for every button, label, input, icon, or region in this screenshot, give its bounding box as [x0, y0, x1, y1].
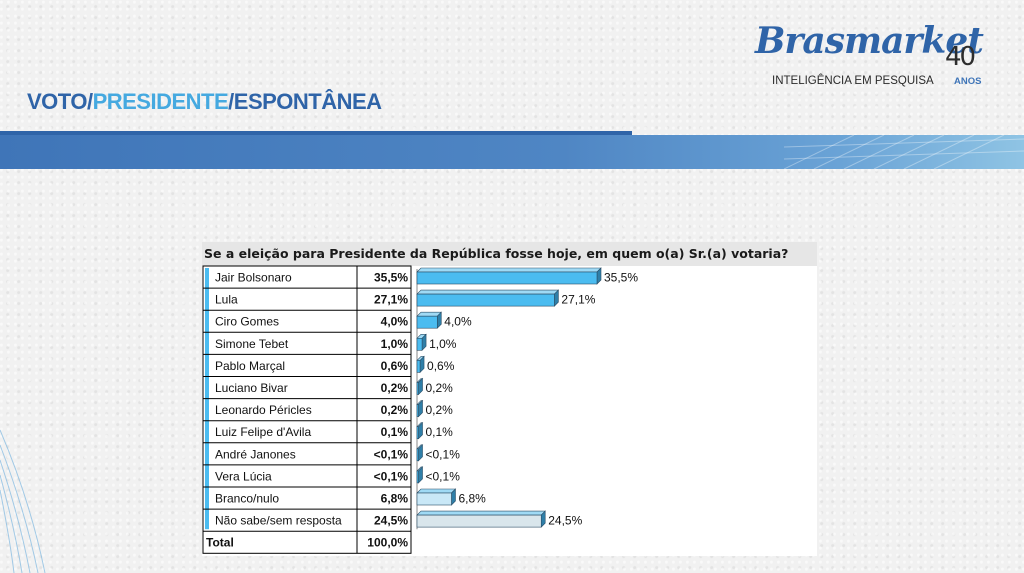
bar [416, 426, 419, 439]
corner-wave-decoration [0, 429, 46, 573]
category-label: Vera Lúcia [215, 469, 272, 483]
bar [416, 315, 438, 329]
value-cell: 35,5% [374, 271, 408, 285]
bar-top [416, 267, 602, 273]
bar [416, 470, 419, 484]
category-label: Branco/nulo [215, 492, 279, 506]
data-label: <0,1% [426, 447, 461, 461]
chart-container: Se a eleição para Presidente da Repúblic… [202, 242, 817, 556]
total-label: Total [206, 536, 234, 550]
bar [416, 382, 419, 395]
value-cell: <0,1% [374, 469, 409, 483]
data-label: 27,1% [561, 293, 595, 307]
bar [416, 448, 419, 462]
data-label: 4,0% [444, 315, 472, 329]
bar [416, 360, 421, 373]
data-label: 0,2% [426, 403, 454, 417]
title-part-espontanea: /ESPONTÂNEA [228, 89, 382, 114]
value-cell: 27,1% [374, 293, 408, 307]
logo-brand: Brasmarket [755, 20, 984, 62]
value-cell: 0,6% [381, 359, 409, 373]
bar [416, 293, 555, 307]
category-label: Luiz Felipe d'Avila [215, 425, 311, 439]
category-label: Simone Tebet [215, 337, 289, 351]
category-label: Lula [215, 293, 238, 307]
title-part-voto: VOTO/ [27, 89, 93, 114]
data-label: 1,0% [429, 337, 457, 351]
value-cell: 24,5% [374, 514, 408, 528]
band-building-graphic [784, 135, 1024, 169]
bar-top [416, 488, 457, 494]
data-label: 24,5% [548, 514, 582, 528]
page-title: VOTO/PRESIDENTE/ESPONTÂNEA [27, 89, 382, 115]
title-part-presidente: PRESIDENTE [92, 89, 229, 114]
data-label: 0,6% [427, 359, 455, 373]
bar-top [416, 289, 560, 295]
table-frame [202, 265, 412, 554]
value-cell: 6,8% [381, 492, 409, 506]
data-label: 6,8% [458, 492, 486, 506]
category-label: Pablo Marçal [215, 359, 285, 373]
bar [416, 492, 452, 506]
data-label: 35,5% [604, 271, 638, 285]
header-band [0, 135, 1024, 169]
brasmarket-logo: Brasmarket 40 INTELIGÊNCIA EM PESQUISA A… [752, 18, 1002, 90]
data-label: 0,1% [426, 425, 454, 439]
value-cell: 4,0% [381, 315, 409, 329]
data-label: 0,2% [426, 381, 454, 395]
category-label: André Janones [215, 447, 296, 461]
bar-top [416, 510, 546, 516]
category-label: Não sabe/sem resposta [215, 514, 342, 528]
value-cell: 1,0% [381, 337, 409, 351]
category-label: Ciro Gomes [215, 315, 279, 329]
total-value: 100,0% [367, 536, 408, 550]
title-underline [0, 131, 632, 135]
logo-number: 40 [945, 42, 976, 72]
value-cell: <0,1% [374, 447, 409, 461]
category-label: Leonardo Péricles [215, 403, 312, 417]
value-cell: 0,1% [381, 425, 409, 439]
value-cell: 0,2% [381, 403, 409, 417]
logo-anos: ANOS [954, 76, 982, 87]
logo-tagline: INTELIGÊNCIA EM PESQUISA [772, 75, 934, 87]
value-cell: 0,2% [381, 381, 409, 395]
category-label: Luciano Bivar [215, 381, 288, 395]
bar [416, 338, 423, 351]
bar [416, 514, 542, 528]
data-label: <0,1% [426, 469, 461, 483]
bar-chart: Jair Bolsonaro 35,5% 35,5% Lula 27,1% 27,1% Ci… [202, 265, 638, 554]
bar [416, 271, 598, 285]
bar [416, 404, 419, 417]
category-label: Jair Bolsonaro [215, 271, 292, 285]
